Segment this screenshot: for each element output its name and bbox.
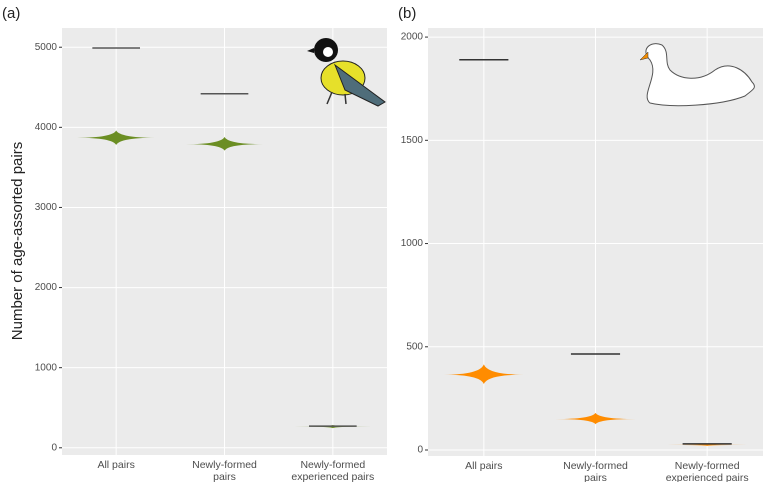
- y-tick-label: 4000: [35, 122, 58, 133]
- x-tick-label: Newly-formed pairs: [170, 459, 280, 482]
- y-tick-label: 5000: [35, 42, 58, 53]
- x-tick-label: Newly-formed experienced pairs: [278, 459, 388, 482]
- y-tick-label: 1500: [401, 135, 424, 146]
- y-tick-label: 1000: [401, 238, 424, 249]
- y-tick-label: 3000: [35, 202, 58, 213]
- x-tick-label: Newly-formed pairs: [541, 460, 651, 482]
- y-tick-label: 0: [417, 445, 423, 456]
- y-tick-label: 500: [406, 341, 423, 352]
- figure: (a) Number of age-assorted pairs 0 1000 2000…: [0, 0, 763, 482]
- y-tick-label: 1000: [35, 362, 58, 373]
- chart: (a) Number of age-assorted pairs 0 1000 2000…: [0, 0, 763, 482]
- panel-label: (b): [398, 5, 416, 22]
- x-tick-label: Newly-formed experienced pairs: [652, 460, 762, 482]
- x-tick-label: All pairs: [61, 459, 171, 471]
- y-tick-label: 0: [51, 442, 57, 453]
- panel-label: (a): [2, 5, 20, 22]
- y-axis-label: Number of age-assorted pairs: [9, 142, 26, 340]
- y-tick-label: 2000: [35, 282, 58, 293]
- y-tick-label: 2000: [401, 32, 424, 43]
- x-tick-label: All pairs: [429, 460, 539, 472]
